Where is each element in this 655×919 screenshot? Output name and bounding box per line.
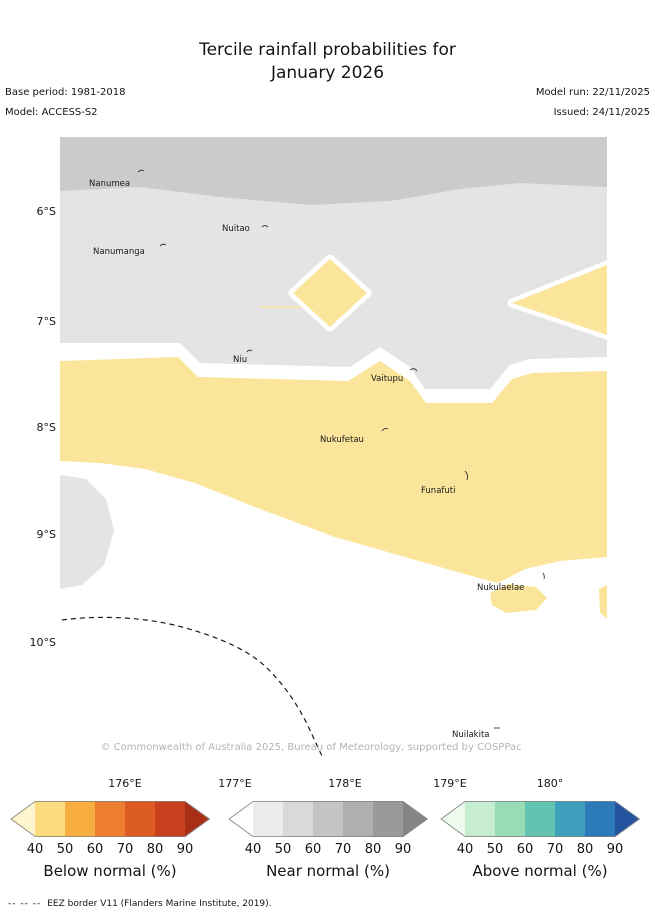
scale-segment	[65, 801, 95, 837]
scale-tick: 60	[304, 842, 322, 857]
legend-below-normal: 40 50 60 70 80 90 Below normal (%)	[10, 801, 210, 887]
copyright-text: © Commonwealth of Australia 2025, Bureau…	[100, 742, 522, 753]
scale-segment	[465, 801, 495, 837]
island-label-vaitupu: Vaitupu	[371, 374, 404, 384]
lat-tick-10s: 10°S	[29, 636, 56, 649]
scale-tick: 90	[176, 842, 194, 857]
legend-above-normal-colorbar	[440, 801, 640, 837]
scale-segment	[525, 801, 555, 837]
eez-border-line	[61, 616, 324, 759]
scale-segment	[283, 801, 313, 837]
base-period-text: Base period: 1981-2018	[5, 87, 126, 98]
scale-segment	[440, 801, 465, 837]
scale-segment	[373, 801, 403, 837]
scale-segment	[10, 801, 35, 837]
region-below-normal-main	[60, 352, 607, 588]
scale-tick: 90	[606, 842, 624, 857]
lon-tick-180: 180°	[536, 777, 564, 790]
eez-dash-symbol: -- -- --	[8, 899, 42, 909]
scale-segment	[185, 801, 210, 837]
island-label-nukulaelae: Nukulaelae	[477, 583, 525, 593]
lat-tick-6s: 6°S	[36, 205, 56, 218]
region-below-normal-east-edge-patch	[599, 585, 607, 619]
scale-tick: 50	[56, 842, 74, 857]
island-label-niu: Niu	[233, 355, 248, 365]
legend-above-normal: 40 50 60 70 80 90 Above normal (%)	[440, 801, 640, 887]
lon-tick-178e: 178°E	[328, 777, 362, 790]
figure-title-line2: January 2026	[270, 63, 385, 83]
island-label-funafuti: Funafuti	[421, 486, 456, 496]
scale-segment	[35, 801, 65, 837]
rainfall-probability-map	[60, 137, 607, 759]
lat-tick-9s: 9°S	[36, 528, 56, 541]
island-label-nuilakita: Nuilakita	[452, 730, 490, 740]
model-run-text: Model run: 22/11/2025	[535, 87, 650, 98]
scale-segment	[343, 801, 373, 837]
island-marker-nukufetau	[381, 427, 389, 432]
scale-segment	[495, 801, 525, 837]
lon-tick-176e: 176°E	[108, 777, 142, 790]
scale-tick: 90	[394, 842, 412, 857]
scale-tick: 50	[274, 842, 292, 857]
issued-text: Issued: 24/11/2025	[553, 107, 650, 118]
scale-segment	[585, 801, 615, 837]
scale-segment	[155, 801, 185, 837]
scale-segment	[615, 801, 640, 837]
scale-tick: 60	[86, 842, 104, 857]
scale-tick: 40	[26, 842, 44, 857]
island-marker-niu	[246, 349, 253, 353]
scale-tick: 80	[146, 842, 164, 857]
eez-legend-label: EEZ border V11 (Flanders Marine Institut…	[47, 899, 272, 909]
scale-segment	[403, 801, 428, 837]
island-label-nanumanga: Nanumanga	[93, 247, 145, 257]
scale-outline	[228, 801, 428, 837]
scale-segment	[95, 801, 125, 837]
island-label-nuitao: Nuitao	[222, 224, 250, 234]
island-marker-nuitao	[261, 225, 269, 228]
figure-title-line1: Tercile rainfall probabilities for	[199, 40, 456, 60]
legend-above-normal-label: Above normal (%)	[472, 862, 608, 880]
scale-tick: 70	[546, 842, 564, 857]
scale-tick: 80	[364, 842, 382, 857]
island-marker-nukulaelae	[542, 572, 545, 580]
model-text: Model: ACCESS-S2	[5, 107, 98, 118]
eez-legend-note: -- -- -- EEZ border V11 (Flanders Marine …	[8, 899, 272, 909]
scale-segment	[555, 801, 585, 837]
scale-tick: 60	[516, 842, 534, 857]
island-marker-vaitupu	[409, 368, 418, 372]
scale-outline	[440, 801, 640, 837]
region-below-normal-nukulaelae-patch	[490, 584, 547, 613]
scale-tick: 80	[576, 842, 594, 857]
legend-below-normal-label: Below normal (%)	[43, 862, 177, 880]
island-marker-nanumanga	[159, 243, 167, 247]
lat-tick-8s: 8°S	[36, 421, 56, 434]
scale-tick: 40	[456, 842, 474, 857]
island-label-nanumea: Nanumea	[89, 179, 131, 189]
lon-tick-179e: 179°E	[433, 777, 467, 790]
legend-below-normal-colorbar	[10, 801, 210, 837]
legend-near-normal: 40 50 60 70 80 90 Near normal (%)	[228, 801, 428, 887]
island-marker-nanumea	[137, 169, 145, 173]
island-marker-funafuti	[464, 470, 469, 481]
scale-segment	[125, 801, 155, 837]
legend-near-normal-colorbar	[228, 801, 428, 837]
region-near-normal-top-band	[60, 137, 607, 205]
scale-tick: 50	[486, 842, 504, 857]
scale-tick: 70	[334, 842, 352, 857]
scale-tick: 70	[116, 842, 134, 857]
scale-segment	[253, 801, 283, 837]
region-near-normal-southwest-patch	[60, 475, 114, 589]
scale-segment	[228, 801, 253, 837]
region-below-normal-diamond	[288, 254, 372, 332]
lon-tick-177e: 177°E	[218, 777, 252, 790]
scale-outline	[10, 801, 210, 837]
region-below-normal-east-wedge	[507, 260, 607, 340]
lat-tick-7s: 7°S	[36, 315, 56, 328]
scale-segment	[313, 801, 343, 837]
island-label-nukufetau: Nukufetau	[320, 435, 364, 445]
scale-tick: 40	[244, 842, 262, 857]
legend-near-normal-label: Near normal (%)	[266, 862, 390, 880]
